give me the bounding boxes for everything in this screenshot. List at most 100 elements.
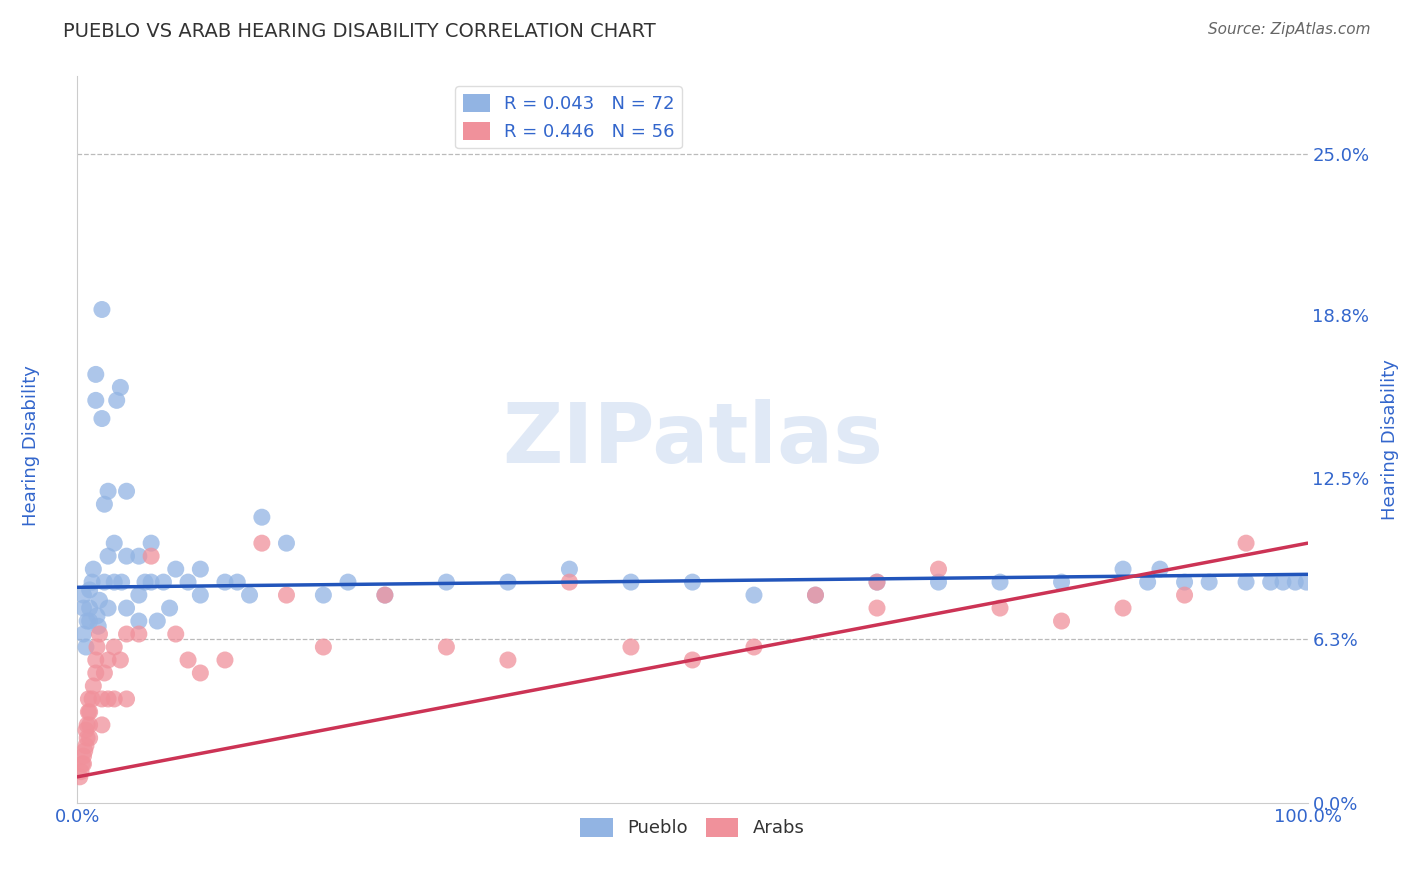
Point	[75, 739, 97, 753]
Point	[115, 549, 138, 563]
Point	[620, 575, 643, 590]
Point	[82, 562, 104, 576]
Point	[82, 575, 104, 590]
Point	[115, 601, 138, 615]
Point	[1050, 575, 1073, 590]
Point	[79, 731, 101, 745]
Point	[146, 614, 169, 628]
Point	[115, 627, 138, 641]
Point	[115, 692, 138, 706]
Point	[90, 302, 114, 317]
Point	[72, 588, 94, 602]
Point	[1260, 575, 1282, 590]
Point	[97, 601, 120, 615]
Point	[89, 627, 111, 641]
Point	[1234, 575, 1257, 590]
Point	[374, 588, 396, 602]
Point	[141, 575, 163, 590]
Point	[103, 575, 125, 590]
Point	[79, 614, 101, 628]
Point	[337, 575, 360, 590]
Point	[239, 588, 262, 602]
Point	[90, 411, 114, 425]
Point	[988, 575, 1011, 590]
Point	[141, 536, 163, 550]
Point	[682, 575, 704, 590]
Point	[1174, 575, 1197, 590]
Point	[436, 575, 458, 590]
Point	[75, 640, 97, 654]
Point	[1136, 575, 1159, 590]
Point	[496, 653, 519, 667]
Text: ZIPatlas: ZIPatlas	[502, 399, 883, 480]
Point	[76, 718, 98, 732]
Point	[105, 393, 128, 408]
Point	[214, 653, 236, 667]
Point	[682, 653, 704, 667]
Point	[97, 549, 120, 563]
Y-axis label: Hearing Disability: Hearing Disability	[1381, 359, 1399, 520]
Point	[558, 562, 581, 576]
Point	[97, 692, 120, 706]
Point	[110, 653, 132, 667]
Point	[1234, 536, 1257, 550]
Point	[1112, 601, 1135, 615]
Point	[152, 575, 174, 590]
Point	[128, 614, 150, 628]
Point	[276, 536, 298, 550]
Point	[1272, 575, 1295, 590]
Text: Hearing Disability: Hearing Disability	[22, 366, 39, 526]
Point	[928, 562, 950, 576]
Point	[103, 536, 125, 550]
Point	[374, 588, 396, 602]
Point	[79, 582, 101, 597]
Point	[742, 640, 765, 654]
Point	[89, 593, 111, 607]
Point	[93, 497, 115, 511]
Point	[84, 665, 107, 680]
Point	[1284, 575, 1306, 590]
Point	[72, 749, 94, 764]
Point	[1050, 614, 1073, 628]
Point	[177, 575, 200, 590]
Point	[93, 665, 115, 680]
Point	[312, 640, 335, 654]
Legend: Pueblo, Arabs: Pueblo, Arabs	[574, 811, 811, 845]
Point	[82, 692, 104, 706]
Text: Source: ZipAtlas.com: Source: ZipAtlas.com	[1208, 22, 1371, 37]
Point	[84, 368, 107, 382]
Point	[804, 588, 827, 602]
Point	[276, 588, 298, 602]
Point	[1149, 562, 1171, 576]
Point	[742, 588, 765, 602]
Point	[76, 614, 98, 628]
Point	[115, 484, 138, 499]
Point	[134, 575, 156, 590]
Point	[93, 575, 115, 590]
Point	[90, 692, 114, 706]
Point	[72, 601, 94, 615]
Point	[188, 562, 212, 576]
Point	[103, 640, 125, 654]
Point	[188, 588, 212, 602]
Point	[86, 608, 108, 623]
Point	[866, 575, 889, 590]
Point	[79, 601, 101, 615]
Point	[82, 679, 104, 693]
Point	[1198, 575, 1220, 590]
Point	[128, 588, 150, 602]
Point	[76, 731, 98, 745]
Point	[70, 764, 93, 779]
Point	[128, 549, 150, 563]
Point	[84, 393, 107, 408]
Point	[77, 692, 100, 706]
Point	[988, 601, 1011, 615]
Point	[1112, 562, 1135, 576]
Point	[928, 575, 950, 590]
Point	[188, 665, 212, 680]
Point	[558, 575, 581, 590]
Point	[165, 562, 187, 576]
Point	[111, 575, 132, 590]
Point	[90, 718, 114, 732]
Point	[72, 756, 94, 771]
